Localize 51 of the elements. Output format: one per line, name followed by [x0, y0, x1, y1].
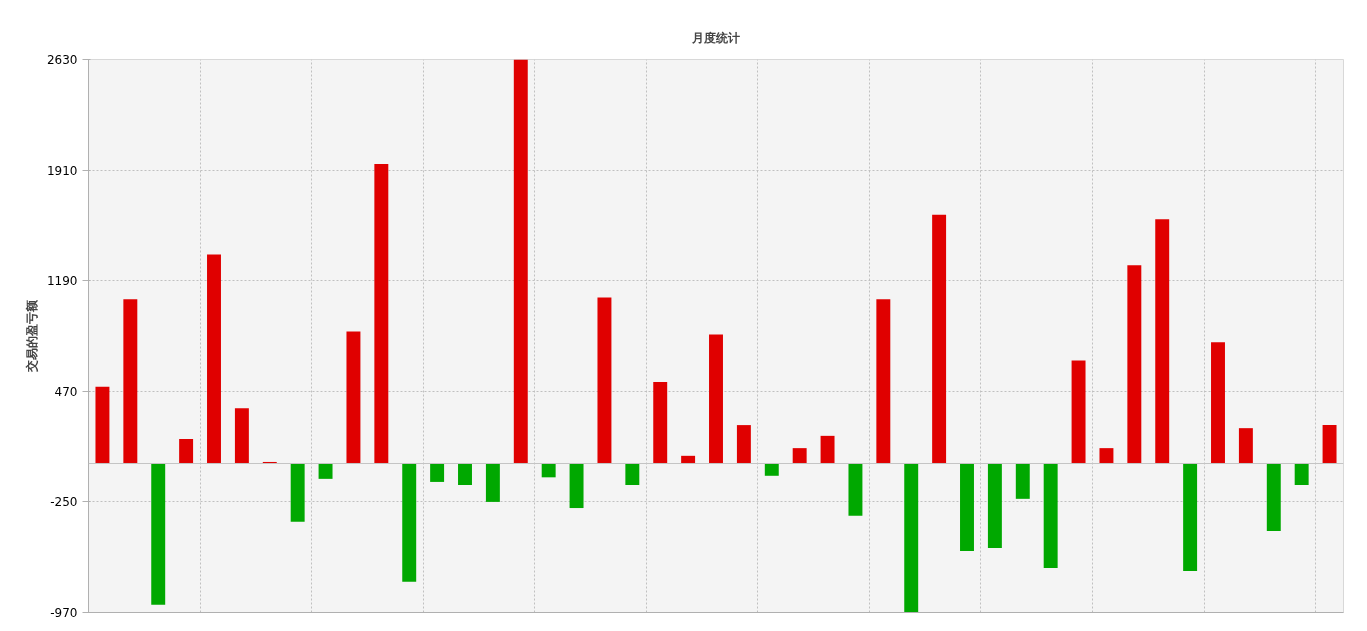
bar [485, 463, 500, 502]
bar [792, 448, 807, 464]
bar [290, 463, 305, 522]
bar [987, 463, 1002, 548]
bar [151, 463, 166, 605]
bar [541, 463, 556, 478]
bar [513, 59, 528, 464]
bar [848, 463, 863, 516]
y-tick-label: 1190 [46, 274, 78, 289]
bar [960, 463, 974, 552]
bar [820, 435, 835, 464]
bar [1238, 428, 1253, 464]
bar [430, 463, 445, 482]
y-tick-label: -250 [50, 495, 78, 510]
bar [932, 214, 947, 464]
bar [1294, 463, 1309, 485]
y-tick-label: -970 [50, 606, 78, 620]
bar [402, 463, 417, 582]
y-tick-label: 2630 [46, 53, 78, 67]
bar [123, 299, 138, 464]
bar [1015, 463, 1030, 499]
bar [95, 386, 110, 464]
bar [709, 334, 723, 464]
bar [234, 408, 249, 464]
bar [458, 463, 472, 485]
bar [1211, 342, 1225, 464]
bar [597, 297, 612, 464]
bar [625, 463, 640, 485]
y-tick-label: 1910 [46, 163, 78, 178]
bar [569, 463, 584, 509]
bar [736, 425, 751, 464]
bar [318, 463, 333, 479]
bar [1322, 425, 1337, 464]
y-axis-title: 交易的盈亏额 [24, 299, 39, 373]
bar [764, 463, 779, 476]
bar [179, 438, 194, 464]
y-tick-label: 470 [54, 384, 78, 399]
chart-title: 月度统计 [691, 30, 740, 45]
bar [1183, 463, 1198, 572]
bar [207, 254, 221, 464]
bar [653, 382, 668, 464]
bar [1127, 265, 1142, 464]
bar [1266, 463, 1281, 532]
bar [904, 463, 919, 613]
bar [1043, 463, 1058, 568]
bar [1155, 219, 1170, 464]
bar [1099, 448, 1114, 464]
bar [1071, 360, 1086, 464]
bar [374, 163, 389, 464]
bar [876, 299, 891, 464]
bar [346, 331, 361, 464]
